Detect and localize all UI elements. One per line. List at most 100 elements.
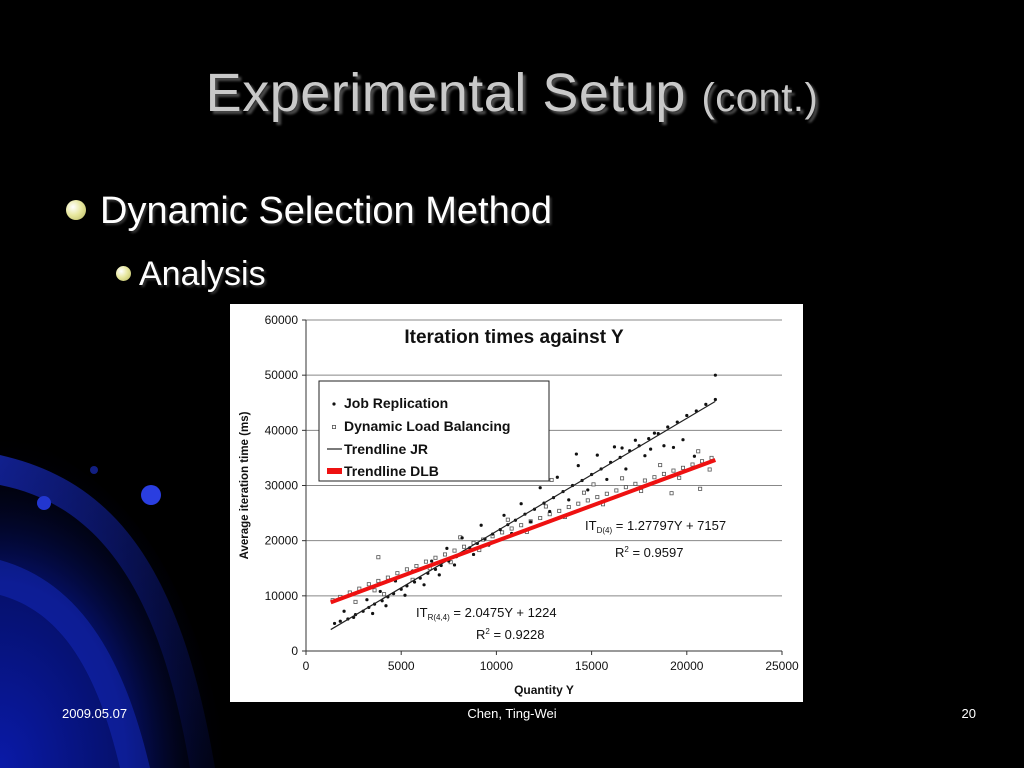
- data-point-jr: [365, 598, 369, 602]
- x-tick-label: 0: [303, 659, 310, 673]
- slide-title-main: Experimental Setup: [205, 63, 686, 123]
- data-point-jr: [519, 502, 523, 506]
- annotation-text: = 1.27797Y + 7157: [612, 518, 726, 533]
- legend-marker-jr: [332, 402, 336, 406]
- bullet-dot-icon: [116, 265, 131, 281]
- y-tick-label: 20000: [265, 534, 299, 548]
- data-point-jr: [662, 444, 666, 448]
- data-point-jr: [479, 523, 483, 527]
- data-point-jr: [371, 611, 375, 616]
- annotation-superscript: 2: [624, 545, 629, 554]
- data-point-jr: [704, 402, 708, 407]
- data-point-jr: [403, 593, 407, 597]
- data-point-dlb: [509, 526, 514, 531]
- data-point-dlb: [376, 555, 381, 560]
- data-point-dlb: [500, 530, 505, 535]
- data-point-jr: [430, 559, 434, 563]
- data-point-dlb: [353, 599, 358, 604]
- x-tick-label: 5000: [388, 659, 415, 673]
- x-tick-label: 15000: [575, 659, 609, 673]
- data-point-dlb: [442, 552, 447, 557]
- data-point-dlb: [620, 476, 625, 481]
- data-point-dlb: [698, 486, 703, 491]
- y-tick-label: 10000: [265, 589, 299, 603]
- legend-entry: Trendline DLB: [344, 463, 439, 479]
- annotation-subscript: R(4,4): [428, 613, 451, 622]
- annotation-text: = 2.0475Y + 1224: [450, 605, 557, 620]
- data-point-jr: [378, 589, 382, 594]
- data-point-dlb: [677, 475, 682, 480]
- bullet-level2: Analysis: [116, 255, 266, 294]
- data-point-jr: [652, 431, 657, 435]
- data-point-jr: [612, 445, 617, 449]
- regression-annotation: ITR(4,4) = 2.0475Y + 1224: [416, 605, 557, 622]
- annotation-subscript: D(4): [597, 526, 613, 535]
- data-point-dlb: [549, 477, 554, 482]
- data-point-dlb: [661, 471, 666, 476]
- footer-author: Chen, Ting-Wei: [467, 706, 557, 721]
- x-tick-label: 25000: [765, 659, 799, 673]
- data-point-jr: [338, 619, 342, 623]
- data-point-jr: [529, 520, 533, 524]
- data-point-jr: [643, 454, 647, 458]
- data-point-jr: [647, 437, 651, 441]
- data-point-dlb: [404, 567, 409, 572]
- bullet-dot-icon: [66, 199, 86, 220]
- legend: Job Replication Dynamic Load Balancing Tre…: [318, 380, 550, 482]
- legend-entry: Trendline JR: [344, 441, 428, 457]
- data-point-jr: [502, 513, 506, 517]
- data-point-jr: [671, 445, 676, 450]
- data-point-jr: [681, 438, 685, 442]
- chart-title: Iteration times against Y: [404, 327, 624, 348]
- data-point-dlb: [462, 544, 467, 549]
- data-point-dlb: [581, 490, 586, 495]
- data-point-dlb: [538, 516, 543, 521]
- data-point-dlb: [372, 588, 377, 593]
- data-point-jr: [412, 580, 417, 584]
- x-tick-label: 10000: [480, 659, 514, 673]
- y-tick-label: 50000: [265, 368, 299, 382]
- wave-band-2: [0, 560, 150, 768]
- data-point-jr: [574, 452, 578, 456]
- data-point-jr: [605, 477, 609, 482]
- regression-annotation: R2 = 0.9228: [476, 627, 544, 642]
- y-tick-label: 40000: [265, 423, 299, 437]
- decor-bubble-large: [141, 485, 161, 505]
- annotation-base: IT: [416, 605, 428, 620]
- data-point-jr: [460, 536, 464, 540]
- data-point-dlb: [433, 555, 438, 560]
- legend-entry: Dynamic Load Balancing: [344, 418, 510, 434]
- annotation-base: R: [476, 627, 485, 642]
- data-point-dlb: [557, 508, 562, 513]
- annotation-base: IT: [585, 518, 597, 533]
- data-point-jr: [586, 488, 590, 492]
- data-point-jr: [692, 454, 697, 458]
- data-point-dlb: [614, 488, 619, 493]
- data-point-dlb: [707, 467, 712, 472]
- annotation-base: R: [615, 545, 624, 560]
- data-point-jr: [633, 438, 637, 442]
- data-point-jr: [595, 453, 599, 457]
- y-tick-label: 30000: [265, 479, 299, 493]
- bullet-level1-text: Dynamic Selection Method: [100, 190, 552, 232]
- data-point-jr: [685, 413, 689, 418]
- data-point-dlb: [690, 462, 695, 467]
- data-point-jr: [384, 604, 388, 608]
- data-point-jr: [666, 425, 670, 429]
- y-axis-label: Average iteration time (ms): [239, 411, 251, 559]
- data-point-jr: [422, 583, 426, 587]
- legend-marker-trend-dlb: [327, 468, 342, 474]
- data-point-dlb: [547, 512, 552, 517]
- bullet-level1: Dynamic Selection Method: [66, 190, 552, 233]
- data-point-dlb: [633, 481, 638, 486]
- legend-box: [318, 380, 550, 482]
- bullet-level2-text: Analysis: [139, 255, 266, 293]
- x-axis-label: Quantity Y: [514, 683, 574, 697]
- data-point-dlb: [595, 495, 600, 500]
- annotation-text: = 0.9597: [629, 545, 684, 560]
- data-point-dlb: [366, 582, 371, 587]
- regression-annotation: ITD(4) = 1.27797Y + 7157: [585, 518, 726, 535]
- annotation-superscript: 2: [485, 627, 490, 636]
- slide-title: Experimental Setup (cont.): [0, 62, 1024, 124]
